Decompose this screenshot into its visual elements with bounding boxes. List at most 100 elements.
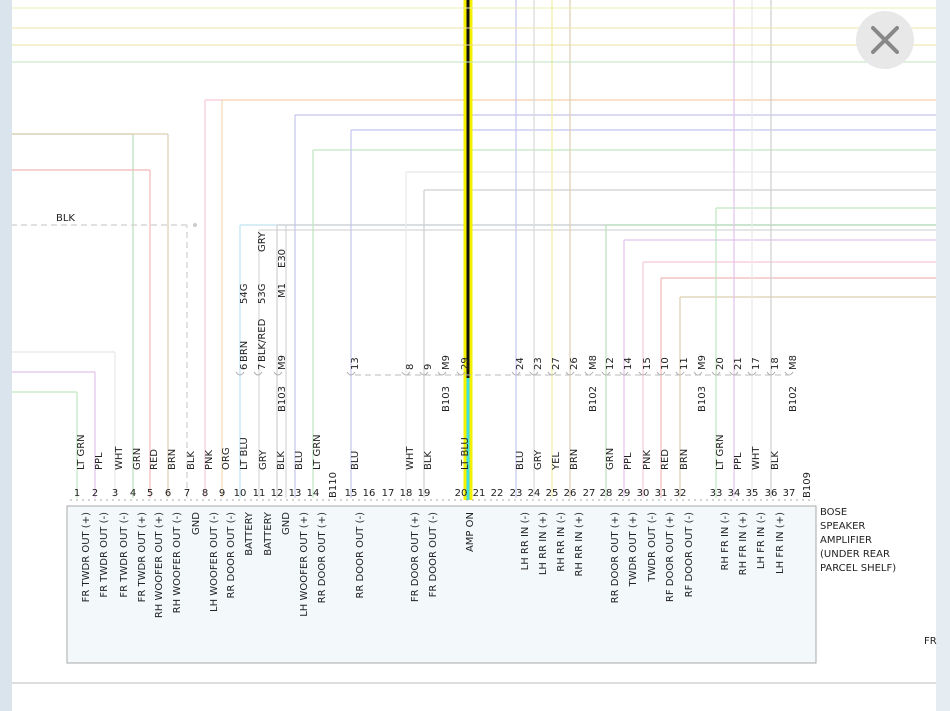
inline-pin: 17 (751, 357, 762, 370)
inline-pin: M8 (588, 355, 599, 370)
left-frame (0, 0, 12, 711)
connector-id: B103 (277, 386, 288, 412)
connector-id: B103 (441, 386, 452, 412)
pin-function: RF DOOR OUT (-) (684, 512, 695, 597)
inline-pin: M9 (441, 355, 452, 370)
wire-color: WHT (114, 446, 125, 470)
connector-id: M1 (277, 283, 288, 298)
terminal (638, 371, 648, 376)
inline-pin: 21 (733, 357, 744, 370)
wire-color: BLK (276, 451, 287, 470)
wire-color: BRN (569, 449, 580, 470)
terminal (346, 371, 356, 376)
pin-number: 27 (583, 488, 596, 499)
splice-id: 53G (257, 284, 268, 304)
wire-color: BLK (186, 451, 197, 470)
pin-number: 29 (618, 488, 631, 499)
pin-function: LH WOOFER OUT (-) (209, 512, 220, 612)
pin-number: 11 (253, 488, 266, 499)
close-button[interactable] (856, 11, 914, 69)
pin-number: 14 (307, 488, 320, 499)
wire-color: GRY (257, 231, 268, 252)
wire-color: BLU (294, 451, 305, 470)
pin-function: RH RR IN (+) (574, 512, 585, 577)
pin-function: GND (191, 512, 202, 535)
pin-number: 32 (674, 488, 687, 499)
pin-function: RH FR IN (+) (738, 512, 749, 575)
inline-pin: 23 (533, 357, 544, 370)
component-name: SPEAKER (820, 521, 865, 532)
pin-function: RR DOOR OUT (-) (226, 512, 237, 599)
connector-id: B110 (328, 472, 339, 498)
component-name: AMPLIFIER (820, 535, 872, 546)
inline-pin: 26 (569, 357, 580, 370)
wire-color: GRN (605, 448, 616, 470)
pin-number: 13 (289, 488, 302, 499)
wires (12, 0, 936, 500)
connector-id: B109 (802, 472, 813, 498)
pin-function: RH WOOFER OUT (+) (154, 512, 165, 618)
pin-number: 9 (219, 488, 225, 499)
pin-function: RH FR IN (-) (720, 512, 731, 571)
wire-color: YEL (551, 452, 562, 471)
inline-pin: M8 (788, 355, 799, 370)
inline-pin: 9 (423, 364, 434, 370)
terminal (419, 371, 429, 376)
wire-color: LT BLU (460, 437, 471, 470)
connector-id: B102 (588, 386, 599, 412)
pin-number: 8 (202, 488, 208, 499)
pin-function: RR DOOR OUT (+) (610, 512, 621, 603)
close-icon[interactable] (871, 26, 899, 54)
pin-number: 5 (147, 488, 153, 499)
inline-pin: 6 (239, 364, 250, 370)
terminal (619, 371, 629, 376)
terminal (253, 371, 263, 376)
pin-number: 17 (382, 488, 395, 499)
terminal (235, 371, 245, 376)
inline-pin: 13 (350, 357, 361, 370)
pin-number: 12 (271, 488, 284, 499)
pin-number: 31 (655, 488, 668, 499)
pin-function: LH RR IN (-) (520, 512, 531, 570)
inline-pin: 8 (405, 364, 416, 370)
pin-number: 19 (418, 488, 431, 499)
pin-function: RH WOOFER OUT (-) (172, 512, 183, 613)
pin-number: 20 (455, 488, 468, 499)
pin-number: 16 (363, 488, 376, 499)
inline-pin: M9 (697, 355, 708, 370)
pin-function: TWDR OUT (+) (628, 512, 639, 588)
wire-color: LT BLU (239, 437, 250, 470)
pin-number: 24 (528, 488, 541, 499)
wire-color: RED (660, 449, 671, 470)
pin-function: FR TWDR OUT (+) (137, 512, 148, 602)
pin-number: 21 (473, 488, 486, 499)
pin-function: RH RR IN (-) (556, 512, 567, 572)
pin-function: RR DOOR OUT (+) (317, 512, 328, 603)
pin-function: LH FR IN (-) (756, 512, 767, 569)
terminal (729, 371, 739, 376)
pin-number: 7 (184, 488, 190, 499)
pin-function: AMP ON (465, 512, 476, 552)
connector-id: B103 (697, 386, 708, 412)
inline-pin: 11 (679, 357, 690, 370)
pin-function: FR TWDR OUT (-) (99, 512, 110, 598)
component-name: (UNDER REAR (820, 549, 890, 560)
pin-number: 23 (510, 488, 523, 499)
terminal (529, 371, 539, 376)
pin-number: 22 (491, 488, 504, 499)
inline-pin: 24 (515, 357, 526, 370)
wire-color: PNK (204, 449, 215, 470)
pin-number: 36 (765, 488, 778, 499)
pin-number: 10 (234, 488, 247, 499)
wire-color: RED (149, 449, 160, 470)
labels: 1 LT GRN FR TWDR OUT (+) 2 PPL FR TWDR OUT (-… (56, 213, 937, 647)
pin-number: 26 (564, 488, 577, 499)
splice-id: 54G (239, 284, 250, 304)
connector-id: E30 (277, 249, 288, 268)
pin-number: 28 (600, 488, 613, 499)
ground-wire-label: BLK (56, 213, 75, 224)
pin-number: 4 (130, 488, 136, 499)
component-name: PARCEL SHELF) (820, 563, 896, 574)
wire-color: LT GRN (76, 434, 87, 470)
